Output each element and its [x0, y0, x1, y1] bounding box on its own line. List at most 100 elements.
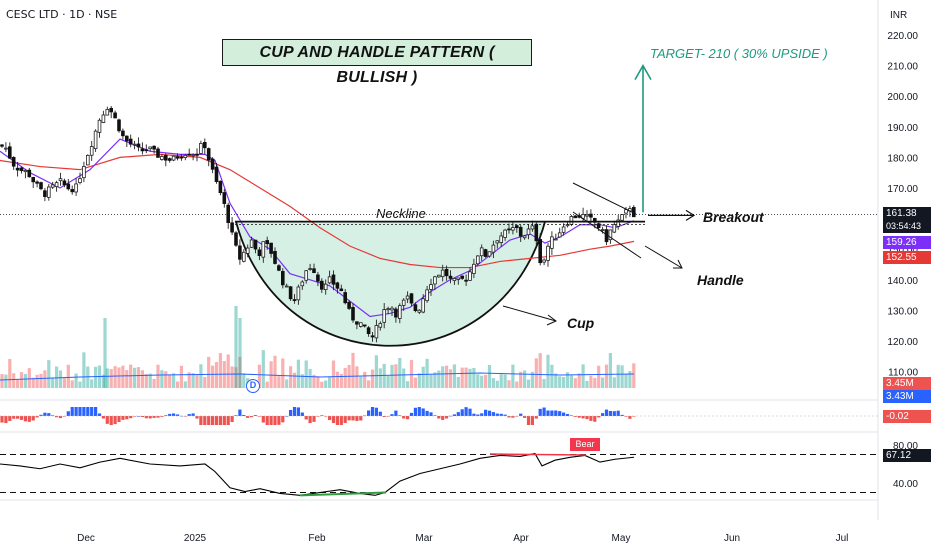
- macd-bar: [452, 414, 456, 416]
- volume-bar: [460, 367, 464, 388]
- volume-bar: [4, 374, 8, 388]
- volume-bar: [429, 374, 433, 388]
- candle-body: [323, 283, 328, 290]
- candle-body: [538, 239, 542, 264]
- x-tick-label: Jun: [724, 533, 740, 544]
- macd-bar: [273, 416, 277, 425]
- volume-bar: [312, 374, 316, 388]
- currency-label[interactable]: INR: [890, 10, 908, 21]
- macd-bar: [35, 416, 39, 418]
- candle-layer: [0, 106, 636, 343]
- macd-bar: [86, 407, 90, 416]
- candle-body: [97, 119, 102, 133]
- macd-bar: [417, 407, 421, 416]
- candle-body: [308, 268, 312, 270]
- candle-body: [288, 286, 293, 300]
- volume-spike: [103, 318, 107, 388]
- macd-bar: [203, 416, 207, 425]
- candle-body: [163, 154, 168, 161]
- macd-bar: [82, 407, 86, 416]
- macd-bar: [585, 416, 589, 420]
- volume-bar: [273, 355, 277, 388]
- candle-body: [214, 166, 219, 182]
- volume-bar: [292, 372, 297, 388]
- candle-body: [452, 277, 457, 282]
- macd-bar: [191, 413, 195, 416]
- volume-bar: [16, 379, 20, 388]
- candle-body: [319, 280, 324, 290]
- candle-body: [433, 276, 437, 285]
- bear-divergence-badge[interactable]: Bear: [570, 438, 600, 451]
- volume-bar: [304, 360, 308, 388]
- cup-label: Cup: [567, 315, 595, 331]
- candle-body: [417, 309, 422, 313]
- macd-bar: [519, 413, 523, 416]
- candle-body: [179, 156, 184, 159]
- candle-body: [89, 146, 94, 156]
- ticker-label: CESC LTD · 1D · NSE: [6, 8, 118, 21]
- macd-bar: [246, 416, 250, 418]
- candle-body: [27, 169, 32, 178]
- volume-bar: [55, 366, 59, 388]
- candle-body: [554, 238, 558, 241]
- target-arrow-head: [634, 63, 652, 80]
- macd-bar: [0, 416, 4, 423]
- candle-body: [222, 192, 227, 204]
- volume-bar: [523, 370, 527, 388]
- volume-bar: [367, 380, 371, 388]
- volume-bar: [597, 365, 601, 388]
- candle-body: [358, 322, 363, 327]
- handle-channel-bottom: [572, 211, 642, 259]
- candle-body: [573, 215, 578, 219]
- volume-bar: [218, 353, 222, 388]
- macd-bar: [304, 416, 308, 420]
- macd-bar: [39, 414, 43, 416]
- candle-body: [550, 236, 554, 249]
- macd-bar: [66, 411, 70, 416]
- candle-body: [0, 144, 4, 147]
- macd-bar: [253, 415, 258, 416]
- candle-body: [362, 324, 367, 327]
- macd-bar: [503, 414, 507, 416]
- volume-bar: [433, 372, 437, 388]
- y-tick-label: 220.00: [887, 31, 918, 42]
- volume-bar: [23, 373, 27, 388]
- candle-body: [612, 224, 617, 233]
- volume-bar: [195, 375, 199, 388]
- volume-bar: [468, 368, 472, 388]
- macd-bar: [109, 416, 113, 425]
- candle-body: [19, 167, 24, 172]
- volume-bar: [230, 366, 234, 388]
- volume-bar: [66, 364, 70, 388]
- macd-bar: [78, 407, 82, 416]
- candle-body: [39, 182, 43, 190]
- candle-body: [542, 259, 546, 263]
- candle-body: [58, 178, 63, 182]
- candle-body: [503, 229, 507, 238]
- y-tick-label: 200.00: [887, 92, 918, 103]
- volume-bar: [585, 380, 589, 388]
- volume-bar: [269, 361, 273, 388]
- dividend-marker[interactable]: D: [246, 379, 260, 393]
- volume-bar: [8, 359, 12, 388]
- candle-body: [468, 271, 472, 281]
- candle-body: [113, 112, 117, 119]
- candle-body: [257, 249, 262, 257]
- candle-body: [82, 166, 86, 179]
- macd-bar: [214, 416, 219, 425]
- candle-body: [241, 251, 246, 262]
- macd-bar: [347, 416, 351, 421]
- volume-bar: [281, 358, 285, 388]
- macd-bar: [569, 415, 573, 417]
- candle-body: [43, 190, 47, 197]
- macd-bar: [601, 413, 605, 416]
- macd-bar: [117, 416, 121, 423]
- macd-bar: [398, 415, 402, 416]
- macd-bar: [148, 416, 152, 419]
- candle-body: [366, 327, 371, 335]
- macd-bar: [195, 416, 199, 419]
- macd-bar: [445, 416, 449, 419]
- candle-body: [199, 143, 203, 154]
- macd-bar: [70, 407, 74, 416]
